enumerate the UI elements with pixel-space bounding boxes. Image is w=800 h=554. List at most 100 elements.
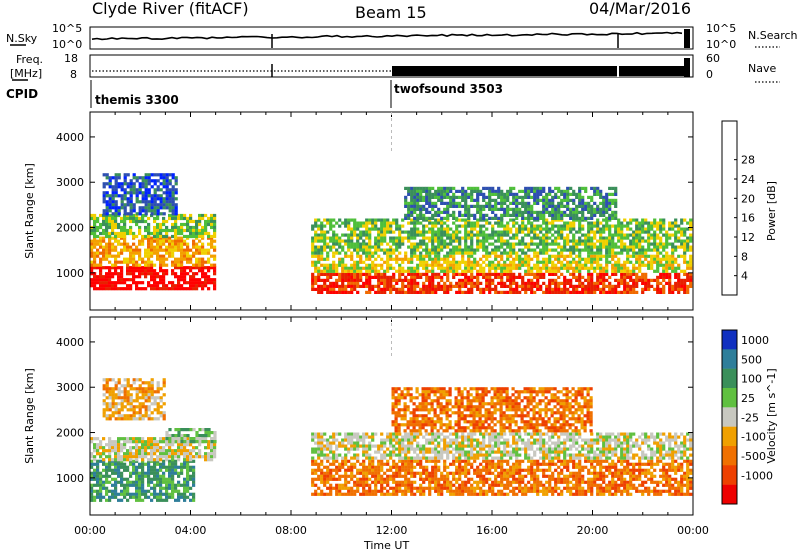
power-cell — [581, 263, 585, 267]
power-cell — [455, 284, 459, 288]
power-cell — [204, 231, 208, 236]
power-cell — [368, 218, 372, 222]
power-cell — [425, 260, 429, 264]
power-cell — [431, 224, 435, 228]
velocity-cell — [147, 446, 151, 450]
power-cell — [656, 245, 660, 249]
power-cell — [446, 284, 450, 288]
power-cell — [407, 287, 411, 291]
velocity-cell — [210, 449, 214, 453]
power-cell — [557, 281, 561, 285]
power-cell — [668, 263, 672, 267]
power-cell — [165, 248, 169, 252]
power-cell — [500, 263, 504, 267]
velocity-cell — [114, 458, 118, 462]
power-cell — [599, 266, 603, 270]
power-cell — [129, 203, 133, 207]
power-cell — [189, 216, 193, 221]
power-cell — [162, 212, 166, 216]
power-cell — [599, 251, 603, 255]
velocity-cell — [114, 402, 118, 406]
velocity-cell — [183, 489, 187, 493]
power-cell — [593, 257, 597, 261]
power-cell — [671, 263, 675, 267]
power-cell — [479, 207, 483, 211]
velocity-cell — [162, 455, 166, 459]
power-cell — [488, 186, 492, 190]
power-cell — [404, 236, 408, 240]
power-cell — [530, 287, 534, 291]
velocity-cell — [144, 390, 148, 394]
power-cell — [533, 227, 537, 231]
velocity-cell — [320, 459, 324, 463]
power-cell — [542, 272, 546, 276]
power-cell — [413, 189, 417, 193]
power-cell — [129, 191, 133, 195]
power-cell — [452, 245, 456, 249]
power-cell — [401, 284, 405, 288]
power-cell — [449, 204, 453, 208]
velocity-cell — [120, 390, 124, 394]
power-cell — [635, 236, 639, 240]
velocity-cell — [114, 465, 118, 469]
power-cell — [183, 239, 187, 243]
power-cell — [554, 287, 558, 291]
power-cell — [123, 206, 127, 210]
velocity-cell — [317, 474, 321, 478]
power-cell — [123, 234, 127, 239]
power-cell — [162, 197, 166, 201]
power-cell — [413, 245, 417, 249]
power-cell — [512, 251, 516, 255]
power-cell — [452, 192, 456, 196]
power-cell — [599, 242, 603, 246]
power-cell — [431, 227, 435, 231]
power-cell — [407, 278, 411, 282]
velocity-cell — [156, 449, 160, 453]
power-cell — [368, 281, 372, 285]
power-cell — [413, 195, 417, 199]
power-cell — [398, 290, 402, 294]
power-cell — [521, 224, 525, 228]
velocity-cell — [150, 384, 154, 388]
power-cell — [347, 227, 351, 231]
power-cell — [530, 207, 534, 211]
velocity-cell — [126, 486, 130, 490]
velocity-cell — [326, 492, 330, 496]
power-cell — [210, 236, 214, 240]
power-cell — [629, 287, 633, 291]
velocity-cell — [117, 468, 121, 472]
power-cell — [617, 221, 621, 225]
power-cell — [341, 287, 345, 291]
power-cell — [611, 248, 615, 252]
power-cell — [132, 254, 136, 258]
power-cell — [359, 278, 363, 282]
power-cell — [548, 248, 552, 252]
power-cell — [102, 278, 106, 282]
power-cell — [141, 281, 145, 285]
power-cell — [138, 219, 142, 224]
power-cell — [201, 245, 205, 249]
power-cell — [572, 290, 576, 294]
power-cell — [587, 290, 591, 294]
power-cell — [623, 242, 627, 246]
velocity-cell — [135, 443, 139, 447]
power-cell — [449, 236, 453, 240]
power-cell — [650, 224, 654, 228]
power-cell — [171, 254, 175, 258]
power-cell — [323, 287, 327, 291]
power-cell — [353, 266, 357, 270]
power-cell — [141, 206, 145, 210]
power-cell — [680, 287, 684, 291]
power-cell — [341, 260, 345, 264]
power-cell — [575, 248, 579, 252]
power-cell — [162, 228, 166, 233]
power-cell — [162, 200, 166, 204]
power-ylabel: Slant Range [km] — [23, 163, 36, 259]
velocity-cell — [120, 471, 124, 475]
velocity-cell — [162, 471, 166, 475]
power-cell — [656, 224, 660, 228]
power-cell — [162, 260, 166, 264]
power-cell — [551, 210, 555, 214]
power-cell — [425, 284, 429, 288]
power-cell — [503, 233, 507, 237]
